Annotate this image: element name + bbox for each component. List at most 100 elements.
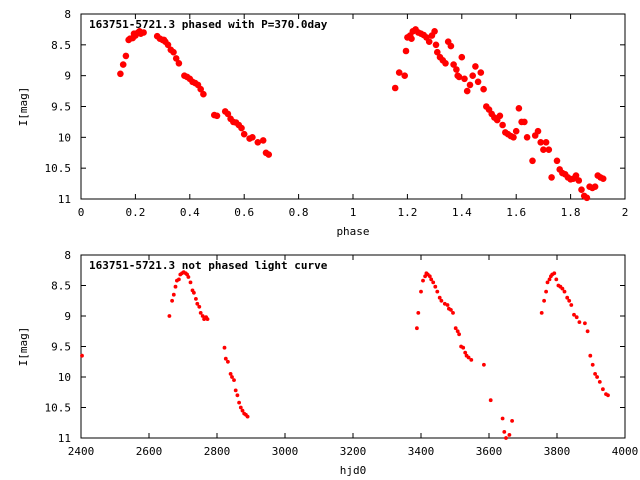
data-point <box>574 315 579 320</box>
y-tick-label: 11 <box>58 432 71 445</box>
x-tick-label: 2400 <box>68 445 95 458</box>
data-point <box>238 124 245 132</box>
data-series <box>391 26 607 202</box>
data-point <box>259 137 267 144</box>
x-tick-label: 1.4 <box>452 206 472 219</box>
data-point <box>466 81 474 89</box>
data-point <box>170 298 175 303</box>
data-point <box>578 186 585 193</box>
data-point <box>235 393 240 398</box>
data-point <box>544 289 548 294</box>
plot-title: 163751-5721.3 not phased light curve <box>89 259 328 272</box>
data-point <box>445 303 450 307</box>
x-tick-label: 1.8 <box>561 206 581 219</box>
x-tick-label: 0.8 <box>289 206 309 219</box>
y-tick-label: 8 <box>64 249 71 262</box>
data-point <box>591 183 599 190</box>
data-point <box>480 85 487 93</box>
data-point <box>547 277 552 282</box>
plot-frame <box>80 254 626 439</box>
data-point <box>450 61 457 68</box>
data-point <box>540 146 547 153</box>
y-tick-label: 8 <box>64 8 71 21</box>
data-point <box>237 400 242 405</box>
x-tick-label: 3800 <box>544 445 571 458</box>
data-point <box>572 172 580 179</box>
data-point <box>192 290 196 295</box>
data-point <box>455 329 460 334</box>
data-point <box>265 151 273 158</box>
data-point <box>572 312 576 317</box>
data-point <box>463 350 468 355</box>
x-tick-label: 3000 <box>272 445 299 458</box>
data-point <box>554 277 559 282</box>
data-point <box>593 372 597 376</box>
data-point <box>197 85 204 93</box>
data-point <box>195 301 200 306</box>
data-point <box>80 353 84 358</box>
data-point <box>601 387 605 392</box>
data-point <box>560 286 565 291</box>
data-point <box>585 329 590 334</box>
data-point <box>552 271 557 276</box>
x-tick-label: 4000 <box>612 445 639 458</box>
data-point <box>515 105 523 112</box>
data-point <box>198 311 203 315</box>
data-point <box>542 139 550 146</box>
data-point <box>539 311 544 315</box>
y-axis-label: I[mag] <box>17 87 30 127</box>
x-axis-label: phase <box>336 225 369 238</box>
y-tick-label: 10 <box>58 131 71 144</box>
data-point <box>583 194 591 202</box>
x-tick-label: 1 <box>350 206 357 219</box>
data-point <box>117 70 124 78</box>
data-series <box>80 270 610 440</box>
data-point <box>502 430 507 434</box>
data-point <box>439 298 444 303</box>
data-point <box>499 121 506 129</box>
data-point <box>575 177 583 184</box>
data-point <box>477 69 485 76</box>
data-point <box>228 372 233 376</box>
data-point <box>419 289 423 294</box>
y-tick-label: 8.5 <box>51 39 71 52</box>
data-point <box>447 42 455 50</box>
data-point <box>521 118 528 126</box>
data-point <box>224 110 232 118</box>
data-point <box>197 304 202 309</box>
data-point <box>599 175 607 182</box>
data-point <box>205 317 210 321</box>
data-point <box>245 414 250 419</box>
data-point <box>537 139 544 146</box>
data-point <box>529 157 536 165</box>
data-point <box>453 326 458 331</box>
x-tick-label: 0 <box>78 206 85 219</box>
data-point <box>402 47 410 55</box>
data-point <box>173 284 178 289</box>
data-point <box>170 48 177 56</box>
x-tick-label: 2600 <box>136 445 163 458</box>
data-point <box>455 73 463 81</box>
data-point <box>488 398 493 403</box>
data-point <box>119 61 127 68</box>
data-point <box>222 345 227 350</box>
data-point <box>408 35 415 42</box>
x-tick-label: 0.2 <box>125 206 145 219</box>
data-point <box>429 277 434 282</box>
x-tick-label: 2800 <box>204 445 231 458</box>
data-point <box>431 28 438 35</box>
plot-title: 163751-5721.3 phased with P=370.0day <box>89 18 328 31</box>
data-point <box>186 275 191 279</box>
data-point <box>463 87 471 95</box>
y-tick-label: 9 <box>64 70 71 83</box>
data-point <box>565 295 570 300</box>
data-point <box>590 362 595 367</box>
y-tick-label: 11 <box>58 193 71 206</box>
x-tick-label: 1.6 <box>506 206 526 219</box>
data-point <box>122 52 130 60</box>
data-point <box>461 75 468 83</box>
data-point <box>233 388 238 393</box>
data-point <box>461 345 466 350</box>
data-point <box>496 112 504 120</box>
